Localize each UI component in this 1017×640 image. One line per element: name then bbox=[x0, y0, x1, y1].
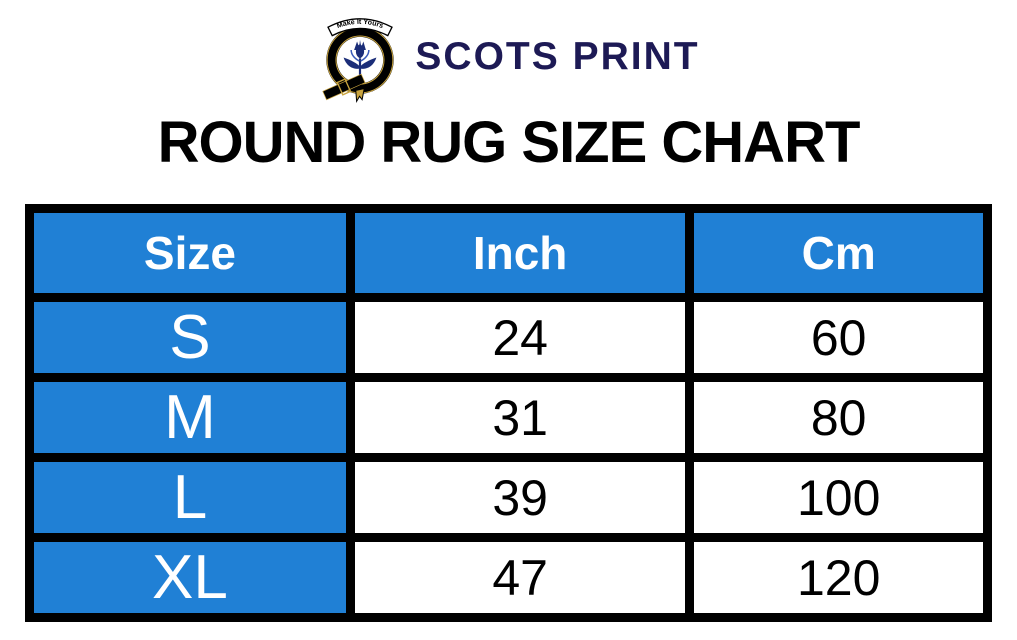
inch-value: 31 bbox=[354, 382, 686, 453]
brand-header: Make It Yours SCOTS PRINT bbox=[0, 0, 1017, 103]
inch-value: 39 bbox=[354, 462, 686, 533]
cm-value: 100 bbox=[694, 462, 983, 533]
size-label: M bbox=[34, 382, 346, 453]
clan-crest-logo-icon: Make It Yours bbox=[322, 18, 395, 103]
thistle-icon bbox=[343, 39, 377, 77]
cm-value: 80 bbox=[694, 382, 983, 453]
cm-value: 60 bbox=[694, 302, 983, 373]
column-header-size: Size bbox=[34, 213, 346, 293]
table-row: XL 47 120 bbox=[34, 542, 983, 613]
belt-buckle-icon bbox=[322, 73, 366, 101]
brand-name: SCOTS PRINT bbox=[415, 34, 700, 78]
column-header-inch: Inch bbox=[354, 213, 686, 293]
size-label: S bbox=[34, 302, 346, 373]
strap-tail bbox=[355, 88, 366, 103]
table-row: S 24 60 bbox=[34, 302, 983, 373]
size-label: XL bbox=[34, 542, 346, 613]
banner-ribbon bbox=[327, 18, 394, 37]
inch-value: 47 bbox=[354, 542, 686, 613]
page-title: ROUND RUG SIZE CHART bbox=[157, 110, 861, 175]
size-chart-table: Size Inch Cm S 24 60 M 31 80 L 39 100 bbox=[25, 204, 992, 622]
column-header-cm: Cm bbox=[694, 213, 983, 293]
table-row: L 39 100 bbox=[34, 462, 983, 533]
logo-banner-text: Make It Yours bbox=[336, 18, 385, 30]
cm-value: 120 bbox=[694, 542, 983, 613]
inch-value: 24 bbox=[354, 302, 686, 373]
header-row: Size Inch Cm bbox=[34, 213, 983, 293]
table-row: M 31 80 bbox=[34, 382, 983, 453]
size-label: L bbox=[34, 462, 346, 533]
